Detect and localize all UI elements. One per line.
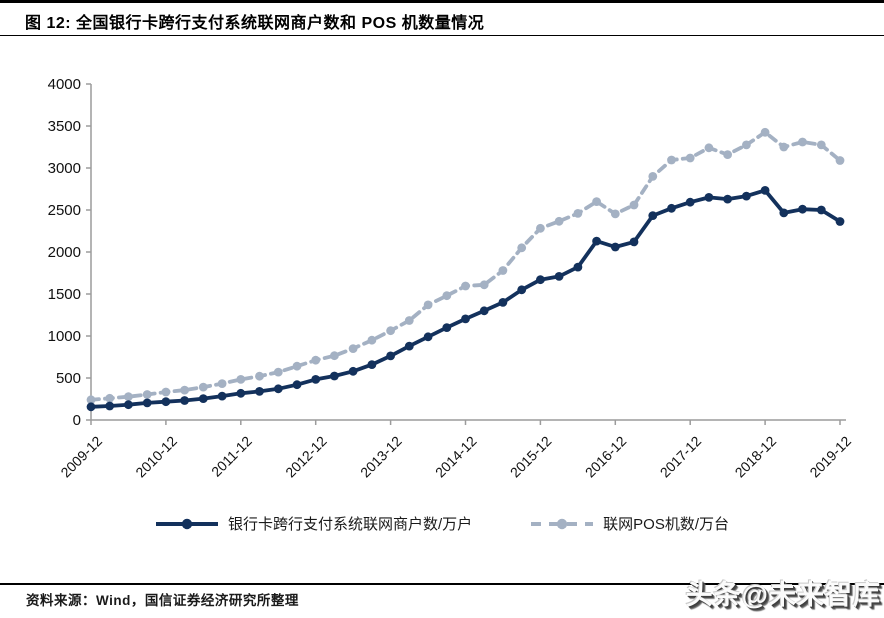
top-divider xyxy=(0,0,884,3)
figure-title: 图 12: 全国银行卡跨行支付系统联网商户数和 POS 机数量情况 xyxy=(25,15,485,32)
svg-text:2009-12: 2009-12 xyxy=(57,433,105,481)
dashed-line-marker-icon xyxy=(531,518,594,529)
footer-divider xyxy=(0,583,884,585)
line-chart: 0 500 1000 1500 2000 2500 3000 3500 4000 2009-12 2… xyxy=(48,76,855,481)
legend-item-pos: 联网POS机数/万台 xyxy=(530,513,729,534)
solid-line-marker-icon xyxy=(155,518,218,529)
chart-legend: 银行卡跨行支付系统联网商户数/万户 联网POS机数/万台 xyxy=(0,513,884,534)
svg-text:1500: 1500 xyxy=(48,286,81,303)
svg-text:2014-12: 2014-12 xyxy=(432,433,480,481)
svg-text:2012-12: 2012-12 xyxy=(282,433,330,481)
legend-label-merchants: 银行卡跨行支付系统联网商户数/万户 xyxy=(227,516,473,533)
svg-text:3000: 3000 xyxy=(48,160,81,177)
svg-text:3500: 3500 xyxy=(48,118,81,135)
legend-item-merchants: 银行卡跨行支付系统联网商户数/万户 xyxy=(155,513,472,534)
svg-text:1000: 1000 xyxy=(48,328,81,345)
svg-text:2010-12: 2010-12 xyxy=(132,433,180,481)
svg-text:2000: 2000 xyxy=(48,244,81,261)
svg-text:2013-12: 2013-12 xyxy=(357,433,405,481)
svg-text:2011-12: 2011-12 xyxy=(208,433,255,480)
legend-label-pos: 联网POS机数/万台 xyxy=(603,516,730,533)
svg-text:2500: 2500 xyxy=(48,202,81,219)
svg-text:4000: 4000 xyxy=(48,76,81,93)
svg-text:2017-12: 2017-12 xyxy=(657,433,705,481)
svg-text:0: 0 xyxy=(73,412,81,429)
title-divider xyxy=(0,35,884,36)
svg-text:2019-12: 2019-12 xyxy=(806,433,854,481)
watermark: 头条@未来智库 xyxy=(685,580,881,610)
svg-text:2016-12: 2016-12 xyxy=(582,433,630,481)
source-note: 资料来源：Wind，国信证券经济研究所整理 xyxy=(26,593,299,608)
svg-text:500: 500 xyxy=(56,370,81,387)
svg-text:2015-12: 2015-12 xyxy=(507,433,555,481)
svg-text:2018-12: 2018-12 xyxy=(732,433,780,481)
